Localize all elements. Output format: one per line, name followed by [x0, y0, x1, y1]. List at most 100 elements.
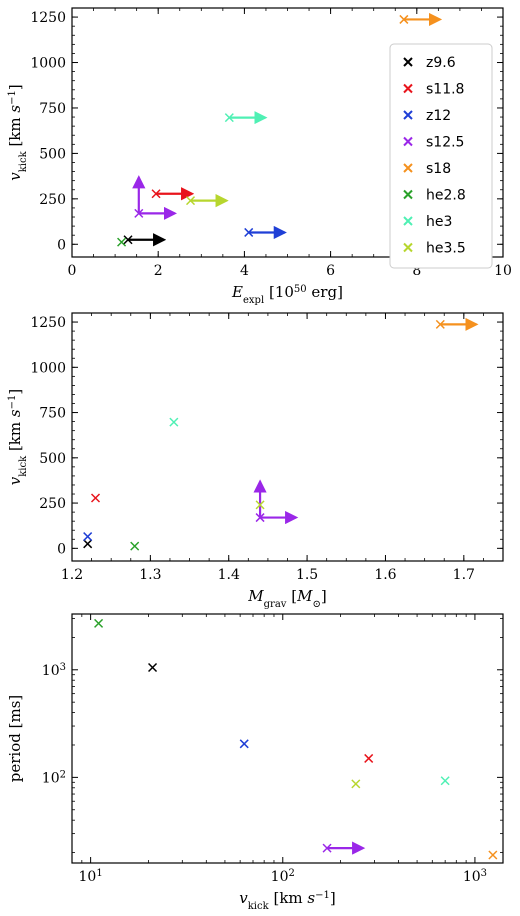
x-marker: [322, 843, 332, 853]
y-tick-label: 250: [39, 496, 66, 512]
x-axis-label: Mgrav [M⊙]: [247, 587, 326, 610]
legend-label-z12: z12: [426, 108, 451, 124]
data-point-s12.5: [253, 479, 299, 525]
legend-marker-z9.6: [403, 57, 413, 67]
legend-label-he2.8: he2.8: [426, 188, 466, 204]
y-axis-label: vkick [km s−1]: [6, 389, 29, 485]
data-point-he2.8: [130, 541, 140, 551]
x-tick-label: 8: [412, 263, 421, 279]
x-tick-label: 1.3: [139, 567, 161, 583]
x-marker: [185, 196, 196, 206]
x-tick-label: 1.6: [374, 567, 396, 583]
x-marker: [435, 319, 445, 329]
x-tick-label: 1.2: [61, 567, 83, 583]
y-axis-label: period [ms]: [6, 695, 24, 783]
data-point-he3.5: [255, 500, 265, 510]
x-tick-label: 4: [240, 263, 249, 279]
data-point-he3: [169, 417, 179, 427]
y-tick-label: 1250: [30, 315, 66, 331]
data-point-z12: [83, 532, 93, 542]
data-point-he3.5: [351, 779, 361, 789]
data-point-he2.8: [117, 237, 127, 247]
x-marker: [134, 208, 144, 218]
legend-label-s12.5: s12.5: [426, 135, 464, 151]
x-marker: [399, 14, 409, 24]
data-point-s18: [488, 850, 498, 860]
y-tick-label: 250: [39, 192, 66, 208]
data-point-s11.8: [364, 753, 374, 763]
data-point-he3.5: [185, 194, 229, 208]
x-tick-label: 1.5: [296, 567, 318, 583]
legend-label-he3.5: he3.5: [426, 241, 466, 257]
legend-marker-he3: [403, 216, 413, 226]
legend-label-s18: s18: [426, 161, 451, 177]
x-axis-label: Eexpl [1050 erg]: [231, 283, 343, 306]
x-tick-label: 1.4: [218, 567, 240, 583]
x-marker: [169, 417, 179, 427]
y-tick-label: 750: [39, 101, 66, 117]
x-marker: [90, 493, 101, 503]
data-point-z9.6: [148, 662, 158, 673]
x-marker: [130, 541, 140, 551]
x-marker: [83, 539, 93, 549]
plot-frame: [71, 312, 504, 562]
data-point-s11.8: [151, 187, 195, 201]
y-tick-label: 1000: [30, 360, 66, 376]
legend-marker-z12: [403, 110, 413, 120]
data-point-z9.6: [83, 539, 93, 549]
x-marker: [94, 618, 104, 628]
x-tick-label: 10: [494, 263, 512, 279]
data-point-s18: [399, 12, 443, 27]
y-tick-label: 0: [57, 237, 66, 253]
x-marker: [151, 189, 161, 199]
x-tick-label: 101: [79, 868, 103, 886]
data-point-he3: [440, 776, 450, 786]
x-marker: [255, 500, 265, 510]
legend-label-s11.8: s11.8: [426, 82, 464, 98]
x-tick-label: 6: [326, 263, 335, 279]
x-axis-label: vkick [km s−1]: [239, 889, 335, 912]
chart-panel-2: 1.2 1.3 1.4 1.5 1.6 1.7 0 250 500 750 1000 1250 Mgra…: [6, 312, 504, 610]
legend-marker-s12.5: [403, 136, 413, 147]
x-marker: [244, 227, 254, 237]
x-marker: [123, 235, 133, 245]
y-tick-label: 1000: [30, 56, 66, 72]
data-point-z9.6: [123, 233, 167, 247]
data-point-he3: [224, 110, 268, 125]
x-tick-label: 103: [463, 868, 487, 886]
x-tick-label: 102: [271, 868, 295, 886]
y-tick-label: 0: [57, 541, 66, 557]
chart-panel-3: 101 102 103 102 103 vkick [km s−1] period [ms]: [6, 613, 504, 912]
x-marker: [83, 532, 93, 542]
legend-marker-he3.5: [403, 242, 413, 253]
x-marker: [148, 662, 158, 673]
x-marker: [255, 513, 265, 523]
chart-panel-1: 0 2 4 6 8 10 0 250 500 750 1000 1250 Eexpl [1050 erg…: [6, 7, 512, 306]
x-marker: [117, 237, 127, 247]
x-marker: [224, 113, 234, 123]
y-tick-label: 103: [42, 661, 66, 679]
y-axis-label: vkick [km s−1]: [6, 84, 29, 180]
data-point-s12.5: [132, 175, 178, 220]
legend-label-he3: he3: [426, 214, 452, 230]
y-tick-label: 500: [39, 146, 66, 162]
plot-frame: [71, 613, 504, 864]
data-point-s12.5: [322, 841, 366, 855]
y-tick-label: 1250: [30, 10, 66, 26]
x-marker: [239, 739, 249, 749]
x-marker: [364, 753, 374, 763]
y-tick-label: 750: [39, 406, 66, 422]
x-tick-label: 0: [68, 263, 77, 279]
legend-label-z9.6: z9.6: [426, 55, 456, 71]
legend-box: [389, 43, 493, 269]
x-tick-label: 1.7: [453, 567, 475, 583]
y-tick-label: 500: [39, 451, 66, 467]
data-point-s11.8: [90, 493, 101, 503]
y-tick-label: 102: [42, 769, 66, 787]
legend-marker-s11.8: [403, 83, 413, 94]
data-point-s18: [435, 317, 479, 332]
legend: z9.6 s11.8 z12 s12.5 s18 he2.8 he3 he3.5: [389, 43, 493, 269]
legend-marker-he2.8: [403, 189, 413, 200]
data-point-z12: [244, 225, 287, 240]
